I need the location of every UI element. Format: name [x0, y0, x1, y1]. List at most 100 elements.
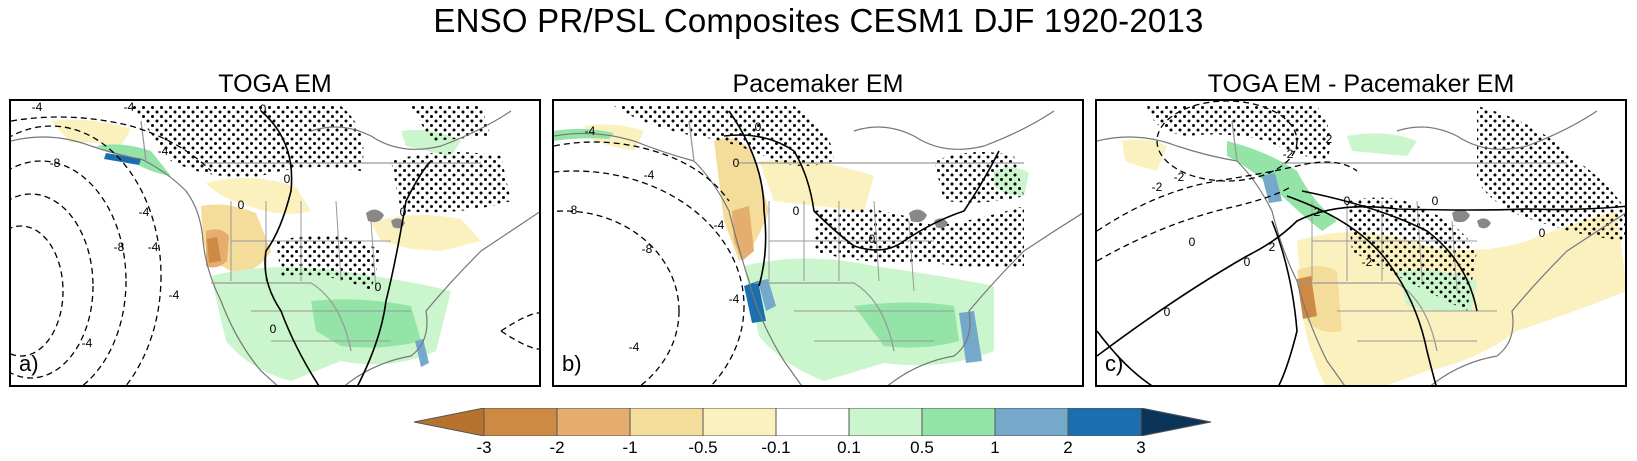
state-borders [1311, 200, 1497, 342]
psl-contour-zero [728, 110, 767, 287]
colorbar-tick-label: -2 [549, 438, 565, 457]
contour-label: 0 [260, 102, 267, 116]
precip-wet-alaska [554, 128, 614, 141]
psl-contour [554, 170, 745, 385]
stipple-region [276, 235, 381, 291]
precip-wet-band [1227, 141, 1337, 231]
coastline [1097, 136, 1345, 385]
contour-label: -4 [169, 288, 180, 302]
contour-label: 0 [1539, 226, 1546, 240]
state-borders [230, 200, 411, 342]
contour-label: -8 [114, 240, 125, 254]
psl-contour [1097, 161, 1358, 232]
colorbar-box [556, 408, 631, 436]
coastline [1396, 110, 1598, 150]
contour-label: 0 [793, 204, 800, 218]
colorbar-tick-label: 0.1 [837, 438, 861, 457]
panel-letter-a: a) [19, 351, 39, 376]
precip-dry-coast [732, 206, 754, 261]
great-lakes [909, 209, 948, 229]
great-lakes [366, 209, 405, 229]
contour-label: 0 [1244, 255, 1251, 269]
contour-label: -8 [567, 203, 578, 217]
precip-dry-gulf [51, 119, 131, 146]
contour-label: 0 [755, 120, 762, 134]
stipple-region [934, 152, 1024, 203]
precip-wet-canada [1347, 133, 1417, 156]
stipple-region [131, 106, 364, 177]
precip-dry-band [206, 177, 311, 214]
contour-label: -8 [50, 156, 61, 170]
colorbar-tick-label: 0.5 [910, 438, 934, 457]
panel-title-a: TOGA EM [218, 70, 332, 98]
colorbar-box [702, 408, 777, 436]
psl-contour [11, 193, 94, 379]
contour-label: -4 [585, 124, 596, 138]
contour-label: 0 [284, 172, 291, 186]
precip-dry-east [371, 214, 481, 251]
colorbar-box [921, 408, 996, 436]
psl-contour [554, 210, 680, 385]
colorbar-tick-label: -3 [476, 438, 492, 457]
precip-dry-gulf [1122, 139, 1167, 171]
colorbar-tick-label: -0.5 [688, 438, 718, 457]
map-panel-c: -2 -2 -2 2 2 0 0 0 2 -2 0 0 0 c) [1095, 99, 1627, 387]
contour-label: 2 [1269, 240, 1276, 254]
precip-dry-coast [1297, 276, 1317, 319]
psl-contour [11, 225, 64, 357]
psl-contour-zero [1286, 195, 1437, 385]
state-borders [768, 200, 954, 342]
psl-contour [11, 160, 127, 385]
contour-label: 0 [1164, 305, 1171, 319]
coastline [887, 212, 1082, 385]
contour-label: -4 [629, 340, 640, 354]
panel-title-c: TOGA EM - Pacemaker EM [1207, 70, 1515, 98]
precip-dry-band [714, 138, 769, 261]
map-panel-b: -4 -8 -4 -8 -4 -4 0 0 0 0 -4 b) [552, 99, 1084, 387]
colorbar-box [848, 408, 923, 436]
contour-label: 0 [1189, 235, 1196, 249]
contour-label: 0 [1344, 194, 1351, 208]
contour-label: -4 [714, 218, 725, 232]
contour-label: 0 [733, 156, 740, 170]
contour-label: -2 [1152, 180, 1163, 194]
psl-contour-zero [260, 110, 320, 385]
contour-label: -2 [1362, 255, 1373, 269]
precip-wet-coastbar [104, 153, 141, 165]
country-border [1231, 120, 1567, 352]
psl-contour-zero [1271, 220, 1298, 385]
colorbar-box [1067, 408, 1142, 436]
contour-label: 0 [400, 205, 407, 219]
psl-contour [554, 141, 730, 202]
colorbar-tick-label: -1 [622, 438, 638, 457]
stipple-region [1477, 106, 1625, 241]
stipple-region [1147, 106, 1331, 161]
contour-label: -8 [642, 242, 653, 256]
contour-label: -2 [1283, 147, 1294, 161]
figure-title: ENSO PR/PSL Composites CESM1 DJF 1920-20… [433, 2, 1204, 39]
coastline [853, 110, 1055, 150]
psl-contour-zero [1097, 330, 1153, 385]
colorbar-arrow-low [414, 408, 485, 436]
contour-label: 0 [238, 198, 245, 212]
coastline [1430, 212, 1625, 385]
colorbar-tick-label: 1 [990, 438, 1000, 457]
precip-wet-florida [959, 311, 982, 363]
colorbar-tick-label: 2 [1063, 438, 1073, 457]
precip-dry-west [759, 160, 874, 211]
contour-label: -4 [158, 144, 169, 158]
contour-label: -4 [139, 205, 150, 219]
stipple-region [391, 152, 511, 213]
stipple-region [411, 106, 491, 141]
contour-label: 0 [869, 232, 876, 246]
contour-label: -4 [82, 336, 93, 350]
precip-wet-gulf [854, 302, 959, 348]
colorbar-tick-label: -0.1 [761, 438, 791, 457]
colorbar-box [994, 408, 1069, 436]
map-panel-a: -4 -4 -8 -4 -4 0 -4 -8 -4 0 0 0 -4 0 0 a… [9, 99, 541, 387]
coastline [11, 136, 278, 385]
psl-contour [11, 125, 162, 385]
colorbar [414, 408, 1212, 436]
contour-label: -4 [32, 101, 43, 114]
coastline [310, 110, 512, 150]
